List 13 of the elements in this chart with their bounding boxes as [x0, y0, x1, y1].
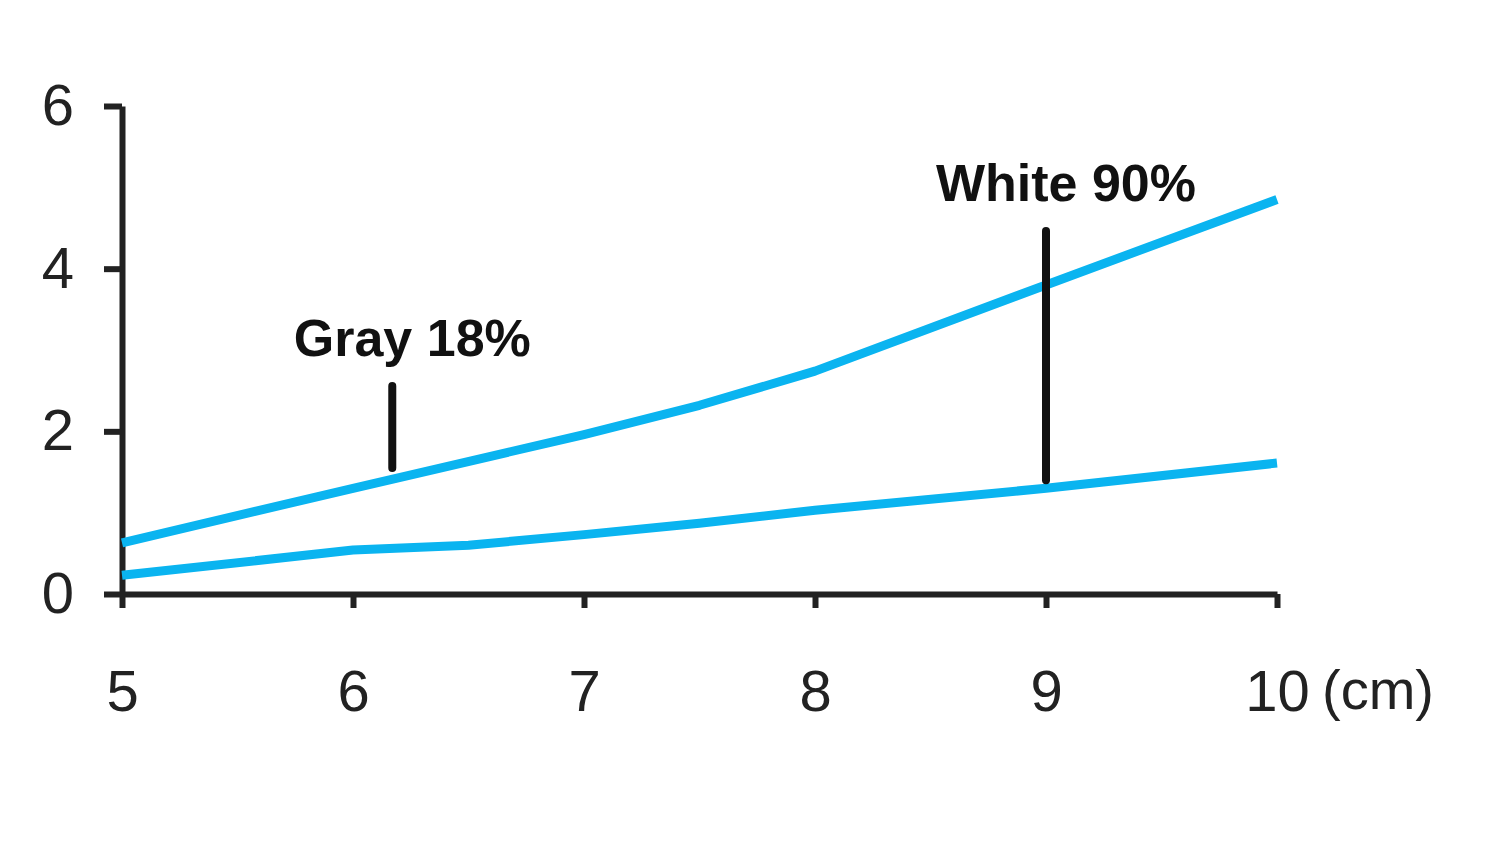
y-tick-label: 4: [41, 234, 74, 300]
x-tick-label: 6: [337, 658, 370, 724]
x-tick-label: 5: [106, 658, 139, 724]
annotation: White 90%: [935, 154, 1197, 212]
y-tick-label: 2: [41, 397, 74, 463]
x-axis-title: (cm): [1322, 658, 1434, 721]
x-tick-label: 9: [1030, 658, 1063, 724]
x-tick-label: 7: [568, 658, 601, 724]
x-tick-label: 10: [1245, 658, 1310, 724]
annotation: Gray 18%: [293, 309, 531, 368]
x-tick-label: 8: [799, 658, 832, 724]
y-tick-label: 0: [41, 560, 74, 626]
y-tick-label: 6: [41, 72, 74, 138]
